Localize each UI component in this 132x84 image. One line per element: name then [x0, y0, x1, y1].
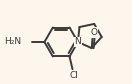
Text: Cl: Cl [69, 71, 78, 80]
Text: N: N [75, 37, 81, 47]
Text: H₂N: H₂N [4, 37, 21, 47]
Text: O: O [90, 28, 97, 37]
